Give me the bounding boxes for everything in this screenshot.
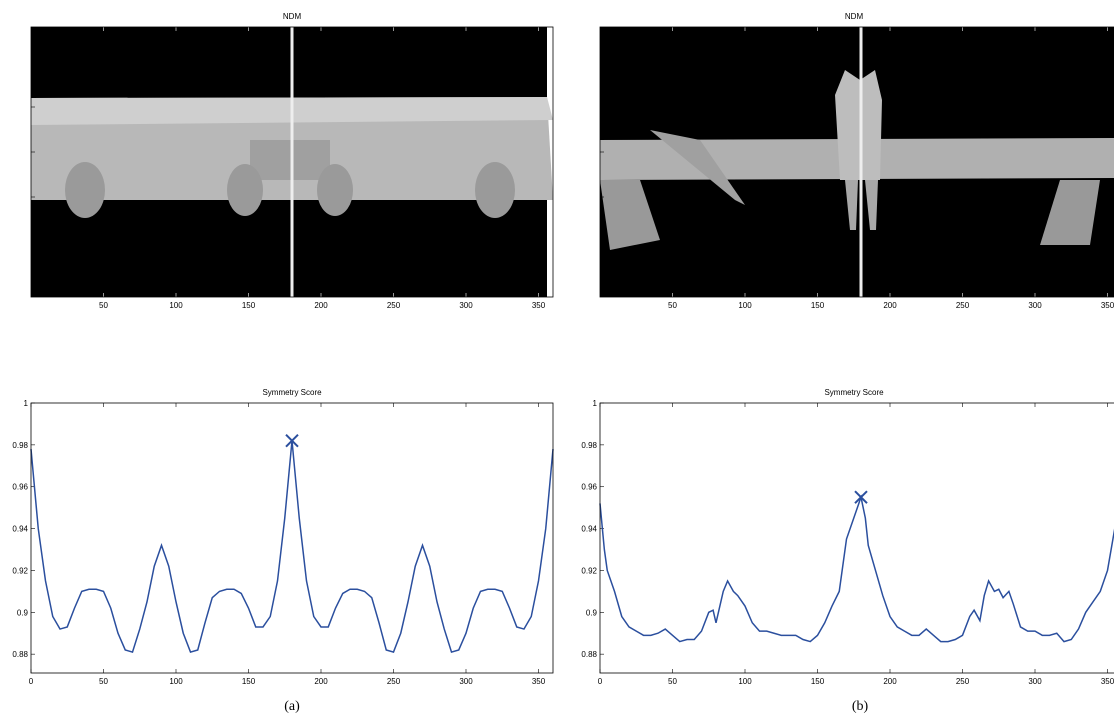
y-tick-label: 0.9 — [17, 608, 29, 617]
y-tick-label: 0.98 — [12, 441, 28, 450]
x-tick-label: 250 — [956, 677, 970, 686]
score-line — [30, 440, 554, 653]
x-tick-label: 350 — [532, 301, 546, 310]
x-tick-label: 100 — [169, 301, 183, 310]
x-tick-label: 300 — [1028, 677, 1042, 686]
x-tick-label: 0 — [29, 677, 34, 686]
x-tick-label: 300 — [459, 301, 473, 310]
caption: (b) — [852, 699, 869, 714]
x-tick-label: 250 — [387, 301, 401, 310]
x-tick-label: 350 — [1101, 301, 1114, 310]
x-tick-label: 50 — [99, 677, 108, 686]
y-tick-label: 1 — [24, 399, 29, 408]
y-tick-label: 0.94 — [12, 525, 28, 534]
x-tick-label: 150 — [242, 677, 256, 686]
y-tick-label: 0.92 — [581, 566, 597, 575]
x-tick-label: 200 — [314, 301, 328, 310]
y-tick-label: 0.96 — [12, 483, 28, 492]
x-tick-label: 350 — [1101, 677, 1114, 686]
x-tick-label: 0 — [598, 677, 603, 686]
axes-frame — [30, 402, 554, 674]
chart-title: NDM — [283, 12, 302, 21]
y-tick-label: 1 — [593, 399, 598, 408]
x-tick-label: 150 — [811, 301, 825, 310]
y-tick-label: 0.9 — [586, 608, 598, 617]
x-tick-label: 150 — [242, 301, 256, 310]
y-tick-label: 0.88 — [581, 650, 597, 659]
x-tick-label: 50 — [668, 677, 677, 686]
y-tick-label: 0.96 — [581, 483, 597, 492]
y-tick-label: 0.94 — [581, 525, 597, 534]
x-tick-label: 200 — [883, 677, 897, 686]
x-tick-label: 200 — [883, 301, 897, 310]
chart-title: Symmetry Score — [262, 388, 322, 397]
chart-title: Symmetry Score — [824, 388, 884, 397]
score-line — [599, 494, 1114, 643]
peak-marker — [854, 490, 868, 504]
x-tick-label: 100 — [738, 677, 752, 686]
chart-title: NDM — [845, 12, 864, 21]
peak-marker — [285, 433, 299, 448]
axes-frame — [30, 26, 554, 298]
y-tick-label: 0.92 — [12, 566, 28, 575]
x-tick-label: 50 — [99, 301, 108, 310]
axes-frame — [599, 402, 1114, 674]
y-tick-label: 0.88 — [12, 650, 28, 659]
caption: (a) — [284, 699, 300, 714]
dragon-image — [600, 27, 1114, 297]
x-tick-label: 250 — [387, 677, 401, 686]
x-tick-label: 150 — [811, 677, 825, 686]
x-tick-label: 300 — [459, 677, 473, 686]
x-tick-label: 300 — [1028, 301, 1042, 310]
x-tick-label: 100 — [169, 677, 183, 686]
axes-frame — [599, 26, 1114, 298]
x-tick-label: 250 — [956, 301, 970, 310]
x-tick-label: 100 — [738, 301, 752, 310]
x-tick-label: 200 — [314, 677, 328, 686]
x-tick-label: 50 — [668, 301, 677, 310]
x-tick-label: 350 — [532, 677, 546, 686]
y-tick-label: 0.98 — [581, 441, 597, 450]
